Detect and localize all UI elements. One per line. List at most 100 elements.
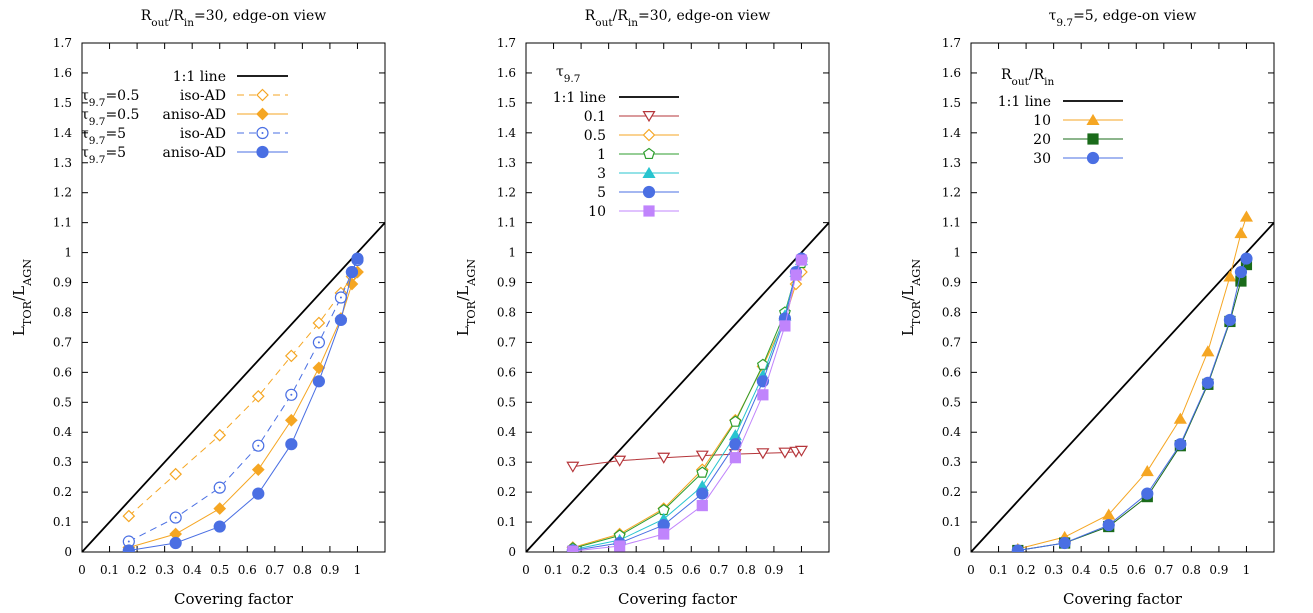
x-tick-label: 0 xyxy=(967,563,975,577)
legend-label-series-1: 10 xyxy=(1033,113,1051,129)
x-tick-label: 0.6 xyxy=(1127,563,1146,577)
x-axis-label: Covering factor xyxy=(1063,590,1183,608)
series-line-5 xyxy=(572,258,802,551)
x-tick-label: 1 xyxy=(354,563,362,577)
y-tick-label: 0.7 xyxy=(53,335,72,349)
x-tick-label: 0.4 xyxy=(627,563,646,577)
legend-series-tau: τ9.7=5 xyxy=(81,145,126,166)
y-tick-label: 0.3 xyxy=(942,455,961,469)
data-point-series-4 xyxy=(312,375,325,388)
y-tick-label: 0.4 xyxy=(53,425,72,439)
data-point-series-1 xyxy=(657,452,671,464)
y-tick-label: 0.7 xyxy=(942,335,961,349)
y-tick-label: 1.1 xyxy=(942,216,961,230)
data-point-series-1 xyxy=(169,467,183,481)
legend-label-series-6: 10 xyxy=(588,204,606,220)
x-tick-label: 0.8 xyxy=(1182,563,1201,577)
data-point-series-1 xyxy=(613,455,627,467)
data-point-series-2 xyxy=(312,361,326,375)
y-tick-label: 1.4 xyxy=(53,126,72,140)
chart-title: Rout/Rin=30, edge-on view xyxy=(141,8,326,29)
x-tick-label: 0 xyxy=(78,563,86,577)
data-point-series-6 xyxy=(567,545,579,552)
legend-label-reference: 1:1 line xyxy=(553,90,606,106)
plot-area xyxy=(82,222,385,552)
y-tick-label: 1.6 xyxy=(942,66,961,80)
x-tick-label: 0.7 xyxy=(1154,563,1173,577)
legend-label-series-4: aniso-AD xyxy=(162,145,226,161)
y-tick-label: 1.5 xyxy=(497,96,516,110)
data-point-series-1 xyxy=(251,389,265,403)
data-point-series-4 xyxy=(213,520,226,533)
reference-line-1-1 xyxy=(971,222,1274,552)
data-point-series-3 xyxy=(1102,518,1115,532)
y-tick-label: 1.3 xyxy=(942,156,961,170)
data-point-series-1 xyxy=(1234,226,1248,239)
data-point-series-3 xyxy=(696,466,709,478)
legend-marker-1 xyxy=(256,88,269,102)
y-tick-label: 1 xyxy=(64,246,72,260)
x-tick-label: 0.6 xyxy=(238,563,257,577)
x-tick-label: 0.9 xyxy=(764,563,783,577)
data-point-series-4 xyxy=(285,438,298,451)
legend-marker-4 xyxy=(256,145,269,159)
legend: 1:1 line τ9.7=0.5 iso-AD τ9.7=0.5 aniso-AD τ9… xyxy=(81,69,288,166)
legend-label-series-1: 0.1 xyxy=(584,109,606,125)
y-tick-label: 0.3 xyxy=(53,455,72,469)
legend-title: τ9.7 xyxy=(556,64,580,85)
y-tick-label: 0.8 xyxy=(53,305,72,319)
data-point-series-6 xyxy=(729,452,741,464)
x-tick-label: 0.9 xyxy=(1209,563,1228,577)
y-tick-label: 1.2 xyxy=(53,186,72,200)
legend-marker-2 xyxy=(1087,133,1099,145)
data-point-series-3 xyxy=(1201,376,1214,389)
x-tick-label: 0.4 xyxy=(1072,563,1091,577)
legend-title: Rout/Rin xyxy=(1001,67,1054,88)
legend-marker-3 xyxy=(1086,151,1100,165)
x-tick-label: 1 xyxy=(798,563,806,577)
reference-line-1-1 xyxy=(526,222,829,552)
y-tick-label: 0.6 xyxy=(53,365,72,379)
x-tick-label: 0.3 xyxy=(1044,563,1063,577)
legend-label-series-3: 1 xyxy=(597,147,606,163)
data-point-series-5 xyxy=(696,487,709,500)
data-point-series-3 xyxy=(1234,265,1248,279)
data-point-series-4 xyxy=(351,252,364,265)
x-tick-label: 0.3 xyxy=(155,563,174,577)
data-point-series-6 xyxy=(757,389,769,401)
y-tick-label: 0.9 xyxy=(497,276,516,290)
legend-marker-1 xyxy=(642,110,656,123)
data-point-series-1 xyxy=(312,316,326,330)
y-axis-label: LTOR/LAGN xyxy=(10,259,34,336)
y-tick-label: 1.7 xyxy=(497,36,516,50)
x-tick-label: 0.5 xyxy=(210,563,229,577)
data-point-series-1 xyxy=(756,448,770,460)
series-line-4 xyxy=(128,258,358,551)
data-point-series-5 xyxy=(756,375,769,388)
legend-label-series-2: 0.5 xyxy=(584,128,606,144)
data-point-series-3-dot xyxy=(127,540,130,543)
series-line-3 xyxy=(1017,258,1247,551)
y-tick-label: 1.4 xyxy=(497,126,516,140)
data-point-series-6 xyxy=(779,320,791,332)
x-tick-label: 0.8 xyxy=(293,563,312,577)
y-tick-label: 0.5 xyxy=(497,395,516,409)
data-point-series-1 xyxy=(566,461,580,473)
y-tick-label: 1.1 xyxy=(497,216,516,230)
legend-label-series-5: 5 xyxy=(597,185,606,201)
legend-marker-2 xyxy=(256,107,269,121)
x-tick-label: 0.1 xyxy=(989,563,1008,577)
data-point-series-3-dot xyxy=(317,341,320,344)
y-tick-label: 1.4 xyxy=(942,126,961,140)
data-point-series-4 xyxy=(334,313,348,327)
chart-panel-2: Rout/Rin=30, edge-on view 0 0.1 0.2 0.3 0.4 0.… xyxy=(454,8,830,608)
y-tick-label: 0.4 xyxy=(942,425,961,439)
chart-panel-1: Rout/Rin=30, edge-on view 0 0.1 0.2 0.3 0.4 0.… xyxy=(10,8,386,608)
data-point-series-1 xyxy=(284,349,298,363)
data-point-series-3-dot xyxy=(257,444,260,447)
data-point-series-6 xyxy=(795,254,808,266)
x-tick-label: 0.9 xyxy=(320,563,339,577)
data-point-series-3 xyxy=(1223,313,1237,327)
legend-marker-2 xyxy=(642,128,656,142)
legend-label-reference: 1:1 line xyxy=(173,69,226,85)
